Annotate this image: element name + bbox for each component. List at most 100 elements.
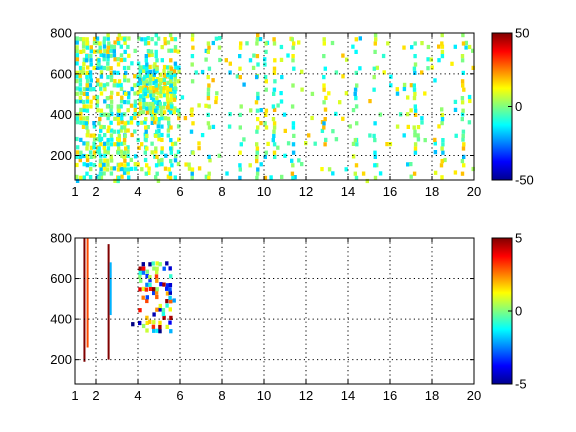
heatmap-cell — [89, 167, 93, 172]
heatmap-cell — [133, 115, 137, 120]
heatmap-cell — [122, 137, 127, 142]
heatmap-cell — [106, 61, 110, 66]
heatmap-cell — [172, 93, 176, 98]
heatmap-cell — [150, 112, 154, 117]
heatmap-cell — [145, 133, 149, 138]
heatmap-cell — [166, 65, 170, 70]
heatmap-cell — [152, 106, 156, 111]
heatmap-cell — [291, 45, 295, 50]
heatmap-cell — [123, 133, 127, 138]
heatmap-cell — [99, 52, 103, 58]
heatmap-cell — [263, 62, 267, 67]
heatmap-cell — [214, 36, 219, 41]
heatmap-cell — [206, 91, 211, 96]
heatmap-cell — [154, 146, 158, 151]
heatmap-cell — [145, 320, 149, 325]
heatmap-cell — [120, 125, 124, 130]
heatmap-cell — [116, 91, 120, 96]
heatmap-cell — [176, 49, 181, 54]
heatmap-cell — [92, 154, 96, 159]
heatmap-cell — [166, 128, 171, 133]
heatmap-cell — [322, 75, 326, 80]
heatmap-cell — [123, 121, 128, 126]
heatmap-cell — [256, 125, 260, 130]
heatmap-cell — [227, 124, 232, 129]
heatmap-cell — [133, 154, 138, 159]
heatmap-cell — [117, 138, 121, 143]
heatmap-cell — [141, 270, 146, 275]
heatmap-cell — [190, 112, 194, 117]
heatmap-cell — [151, 102, 156, 107]
heatmap-cell — [168, 287, 172, 292]
heatmap-cell — [324, 137, 328, 142]
heatmap-cell — [239, 142, 243, 147]
heatmap-cell — [138, 65, 142, 70]
heatmap-cell — [75, 40, 79, 45]
heatmap-cell — [279, 44, 284, 50]
heatmap-cell — [85, 154, 89, 159]
heatmap-cell — [441, 150, 445, 155]
heatmap-cell — [136, 162, 140, 167]
heatmap-cell — [344, 91, 349, 96]
heatmap-cell — [170, 141, 175, 147]
heatmap-cell — [137, 36, 141, 41]
heatmap-cell — [109, 99, 114, 104]
heatmap-cell — [127, 175, 131, 180]
heatmap-cell — [119, 128, 123, 133]
heatmap-cell — [122, 141, 127, 146]
heatmap-cell — [238, 112, 242, 117]
heatmap-cell — [173, 73, 177, 78]
heatmap-cell — [116, 178, 120, 184]
heatmap-cell — [145, 69, 149, 74]
heatmap-cell — [106, 66, 110, 71]
heatmap-cell — [138, 89, 143, 94]
heatmap-cell — [313, 141, 317, 146]
heatmap-cell — [169, 70, 173, 75]
heatmap-cell — [102, 162, 106, 167]
heatmap-cell — [117, 146, 121, 151]
heatmap-cell — [286, 141, 291, 146]
heatmap-cell — [413, 133, 417, 138]
heatmap-cell — [117, 133, 121, 138]
heatmap-cell — [98, 117, 102, 122]
colorbar-tick-label: 0 — [515, 99, 522, 114]
heatmap-cell — [75, 53, 80, 58]
heatmap-cell — [385, 142, 389, 147]
heatmap-cell — [255, 108, 260, 113]
x-tick-label: 12 — [299, 388, 313, 403]
heatmap-cell — [138, 287, 142, 292]
heatmap-cell — [264, 125, 269, 130]
heatmap-cell — [130, 61, 134, 66]
heatmap-cell — [291, 125, 296, 130]
heatmap-cell — [351, 141, 356, 146]
heatmap-cell — [88, 175, 93, 180]
heatmap-cell — [148, 77, 152, 82]
heatmap-cell — [144, 129, 148, 134]
heatmap-cell — [406, 162, 410, 167]
heatmap-cell — [238, 175, 242, 180]
heatmap-cell — [145, 269, 150, 274]
heatmap-cell — [170, 37, 174, 42]
heatmap-cell — [154, 274, 159, 279]
heatmap-cell — [153, 62, 157, 67]
heatmap-cell — [142, 85, 146, 90]
heatmap-cell — [106, 137, 110, 143]
heatmap-cell — [130, 86, 134, 92]
heatmap-cell — [433, 150, 438, 155]
heatmap-cell — [119, 99, 124, 104]
heatmap-cell — [215, 91, 219, 96]
heatmap-cell — [116, 150, 120, 155]
heatmap-cell — [180, 95, 185, 100]
heatmap-cell — [149, 49, 154, 54]
heatmap-cell — [169, 299, 173, 304]
heatmap-cells — [83, 238, 176, 362]
heatmap-cell — [348, 124, 352, 129]
heatmap-cell — [166, 73, 170, 78]
heatmap-cell — [120, 153, 124, 158]
heatmap-cell — [109, 133, 114, 138]
heatmap-cell — [412, 171, 417, 176]
heatmap-cell — [191, 45, 195, 50]
heatmap-cell — [144, 54, 148, 59]
heatmap-cell — [147, 170, 151, 175]
heatmap-cell — [440, 117, 445, 122]
